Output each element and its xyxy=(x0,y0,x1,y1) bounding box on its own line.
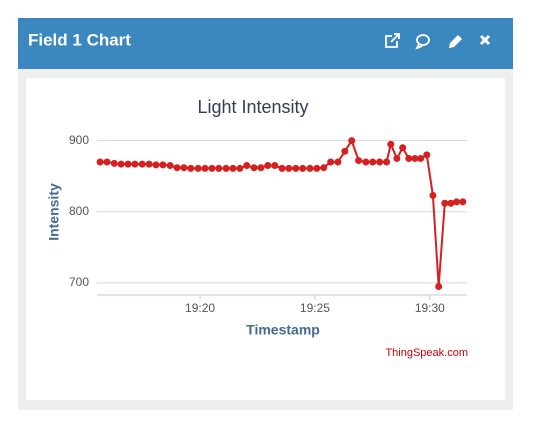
close-icon[interactable] xyxy=(479,34,491,46)
data-point xyxy=(117,160,125,168)
data-point xyxy=(383,158,391,166)
data-point xyxy=(376,158,384,166)
data-point xyxy=(110,159,118,167)
data-point xyxy=(194,164,202,172)
data-point xyxy=(320,164,328,172)
data-point xyxy=(411,154,419,162)
data-point xyxy=(138,160,146,168)
chart-title: Light Intensity xyxy=(197,97,308,117)
data-point xyxy=(393,154,401,162)
open-icon[interactable] xyxy=(385,33,400,48)
data-point xyxy=(453,198,461,206)
x-tick-label: 19:30 xyxy=(415,301,445,315)
data-point xyxy=(187,164,195,172)
credit: ThingSpeak.com xyxy=(385,347,468,359)
edit-icon[interactable] xyxy=(449,35,462,48)
data-point xyxy=(423,151,431,159)
data-point xyxy=(459,198,467,206)
data-point xyxy=(103,158,111,166)
data-point xyxy=(278,164,286,172)
y-tick-label: 900 xyxy=(69,133,89,147)
data-point xyxy=(180,164,188,172)
data-point xyxy=(145,160,153,168)
data-point xyxy=(334,158,342,166)
data-point xyxy=(236,164,244,172)
data-point xyxy=(341,147,349,155)
data-point xyxy=(299,164,307,172)
y-tick-label: 800 xyxy=(69,204,89,218)
data-point xyxy=(429,191,437,199)
data-point xyxy=(447,199,455,207)
data-point xyxy=(222,164,230,172)
data-point xyxy=(173,164,181,172)
data-point xyxy=(201,164,209,172)
comment-icon[interactable] xyxy=(415,34,430,50)
data-point xyxy=(215,164,223,172)
data-point xyxy=(229,164,237,172)
data-point xyxy=(417,154,425,162)
data-point xyxy=(96,158,104,166)
data-point xyxy=(292,164,300,172)
data-point xyxy=(250,164,258,172)
data-point xyxy=(124,160,132,168)
data-point xyxy=(362,158,370,166)
header-title: Field 1 Chart xyxy=(28,30,131,49)
data-point xyxy=(159,161,167,169)
data-point xyxy=(441,199,449,207)
data-point xyxy=(313,164,321,172)
data-point xyxy=(348,137,356,145)
data-point xyxy=(435,282,443,290)
y-tick-label: 700 xyxy=(69,275,89,289)
data-point xyxy=(369,158,377,166)
data-point xyxy=(257,164,265,172)
x-tick-label: 19:25 xyxy=(300,301,330,315)
data-point xyxy=(271,162,279,170)
x-tick-label: 19:20 xyxy=(185,301,215,315)
data-point xyxy=(327,158,335,166)
chart-panel xyxy=(26,78,505,400)
data-point xyxy=(152,161,160,169)
x-axis-label: Timestamp xyxy=(246,322,320,338)
data-point xyxy=(355,157,363,165)
data-point xyxy=(166,162,174,170)
data-point xyxy=(264,162,272,170)
data-point xyxy=(243,162,251,170)
y-axis-label: Intensity xyxy=(46,183,62,241)
data-point xyxy=(131,160,139,168)
data-point xyxy=(285,164,293,172)
header xyxy=(18,18,513,69)
data-point xyxy=(399,144,407,152)
data-point xyxy=(306,164,314,172)
data-point xyxy=(405,154,413,162)
data-point xyxy=(387,140,395,148)
data-point xyxy=(208,164,216,172)
